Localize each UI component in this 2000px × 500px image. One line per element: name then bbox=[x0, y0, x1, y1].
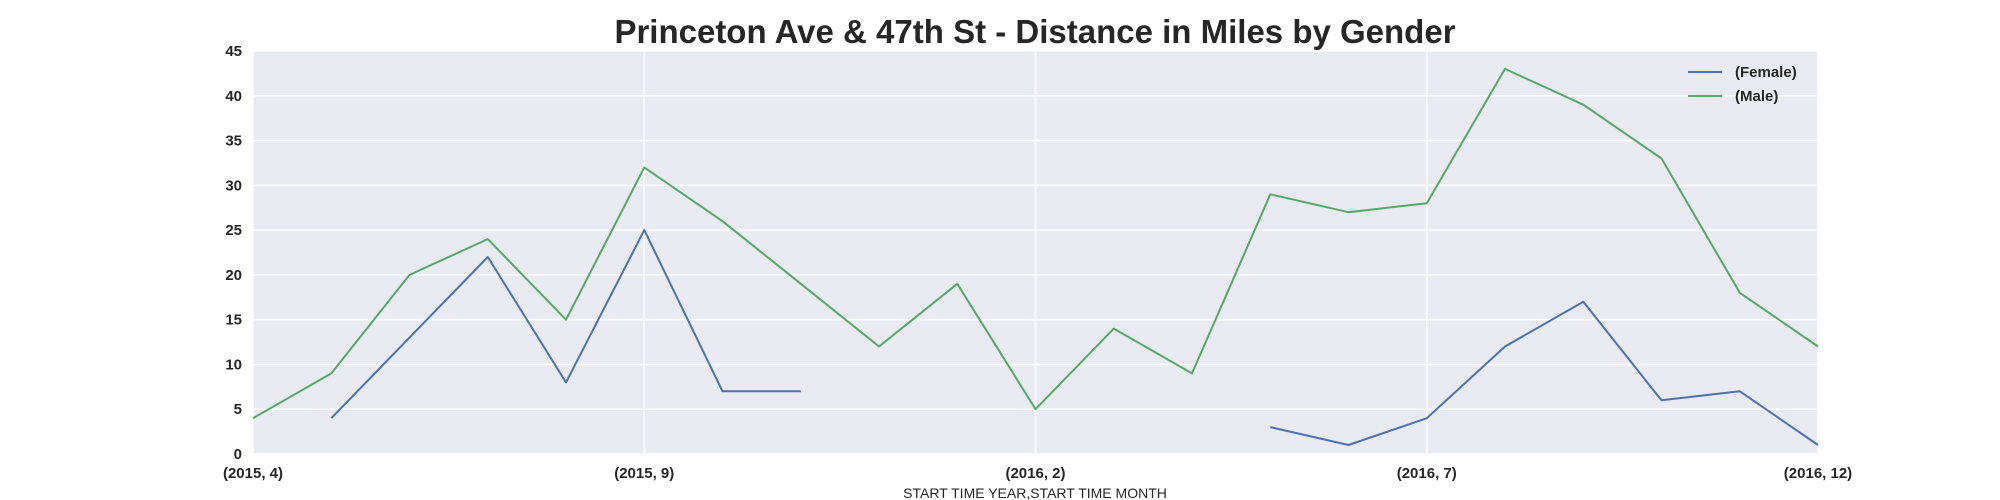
series-line-male bbox=[252, 67, 1819, 420]
y-tick-label: 40 bbox=[225, 88, 242, 105]
legend: (Female) (Male) bbox=[1688, 64, 1797, 105]
chart-title: Princeton Ave & 47th St - Distance in Mi… bbox=[614, 13, 1455, 50]
y-tick-label: 0 bbox=[234, 446, 242, 463]
y-tick-label: 20 bbox=[225, 267, 242, 284]
legend-label: (Female) bbox=[1735, 64, 1797, 81]
y-tick-label: 45 bbox=[225, 43, 242, 60]
x-axis-ticks: (2015, 4) (2015, 9) (2016, 2) (2016, 7) (201… bbox=[223, 465, 1852, 482]
y-axis-ticks: 0 5 10 15 20 25 30 35 40 45 bbox=[225, 43, 242, 463]
y-tick-label: 5 bbox=[234, 401, 242, 418]
x-tick-label: (2016, 12) bbox=[1784, 465, 1852, 482]
x-tick-label: (2015, 9) bbox=[614, 465, 674, 482]
series-line-female bbox=[1270, 300, 1819, 446]
x-tick-label: (2015, 4) bbox=[223, 465, 283, 482]
y-tick-label: 35 bbox=[225, 133, 242, 150]
y-tick-label: 30 bbox=[225, 177, 242, 194]
y-tick-label: 15 bbox=[225, 312, 242, 329]
x-axis-label: START TIME YEAR,START TIME MONTH bbox=[903, 485, 1167, 500]
series-line-female bbox=[330, 229, 801, 419]
y-tick-label: 25 bbox=[225, 222, 242, 239]
x-tick-label: (2016, 2) bbox=[1005, 465, 1065, 482]
y-tick-label: 10 bbox=[225, 356, 242, 373]
legend-label: (Male) bbox=[1735, 88, 1778, 105]
x-tick-label: (2016, 7) bbox=[1397, 465, 1457, 482]
series-lines bbox=[252, 67, 1819, 446]
